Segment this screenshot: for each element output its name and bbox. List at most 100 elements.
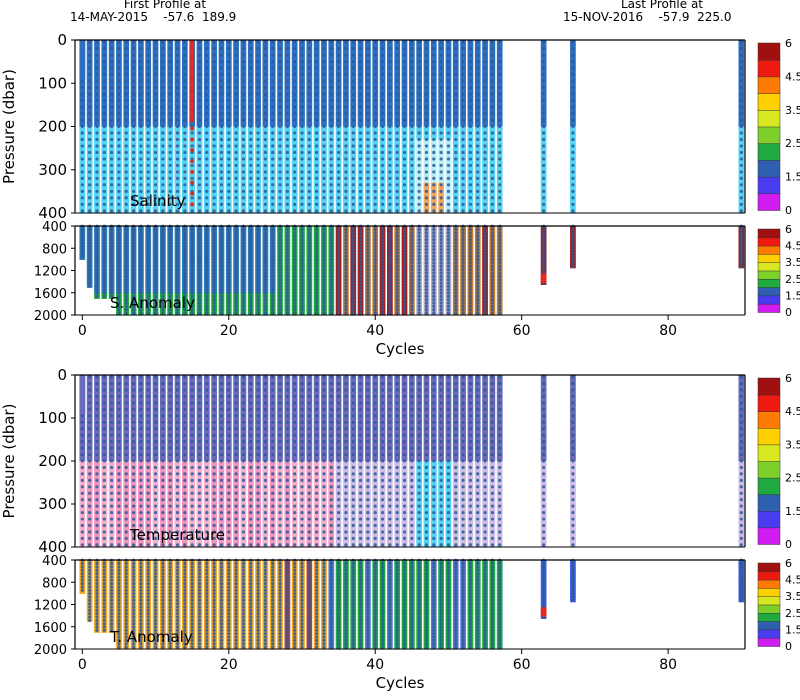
y-tick-label: 1600 [34, 287, 67, 302]
colorbar-swatch [757, 427, 781, 446]
colorbar-swatch [757, 604, 781, 614]
panel-label: T. Anomaly [109, 628, 193, 646]
colorbar-tick-label: 1.5 [785, 171, 800, 184]
colorbar-swatch [757, 562, 781, 573]
colorbar-tick-label: 4.5 [785, 240, 800, 253]
colorbar-swatch [757, 377, 781, 396]
colorbar-swatch [757, 245, 781, 255]
header: First Profile at 14-MAY-2015 -57.6 189.9… [70, 0, 731, 24]
y-tick-label: 800 [42, 576, 67, 591]
x-tick-label: 0 [78, 657, 87, 673]
colorbar-swatch [757, 253, 781, 263]
y-tick-label: 100 [38, 409, 67, 427]
colorbar-tick-label: 3.5 [785, 104, 800, 117]
profile-columns [79, 375, 745, 548]
colorbar-tick-label: 2.5 [785, 472, 800, 485]
colorbar-swatch [757, 477, 781, 495]
colorbar-swatch [757, 228, 781, 239]
colorbar-swatch [757, 410, 781, 429]
colorbar: 6 4.5 3.5 2.5 1.5 0 [757, 37, 800, 217]
colorbar-swatch [757, 493, 781, 512]
y-tick-label: 0 [57, 31, 67, 49]
colorbar-swatch [757, 42, 781, 61]
y-tick-label: 400 [38, 538, 67, 556]
x-tick-label: 20 [220, 323, 238, 339]
colorbar-tick-label: 0 [785, 204, 792, 217]
panel-s-anomaly: 400 800 1200 1600 2000 S. Anomaly 0 20 40 60 80 Cyc… [34, 220, 800, 358]
y-tick-label: 400 [42, 554, 67, 569]
x-tick-label: 60 [513, 323, 531, 339]
y-tick-label: 2000 [34, 309, 67, 324]
profile-columns [79, 40, 745, 214]
panel-label: Salinity [130, 192, 186, 210]
y-tick-label: 1600 [34, 621, 67, 636]
colorbar-tick-label: 3.5 [785, 438, 800, 451]
colorbar-swatch [757, 637, 781, 647]
y-axis-label: Pressure (dbar) [0, 69, 18, 184]
x-tick-label: 40 [366, 323, 384, 339]
y-tick-label: 400 [42, 220, 67, 235]
x-tick-label: 80 [659, 657, 677, 673]
y-tick-label: 0 [57, 366, 67, 384]
colorbar-tick-label: 4.5 [785, 574, 800, 587]
colorbar-swatch [757, 278, 781, 288]
first-profile-marker [190, 40, 195, 123]
colorbar: 6 4.5 3.5 2.5 1.5 0 [757, 223, 800, 319]
y-tick-label: 400 [38, 204, 67, 222]
panel-label: Temperature [129, 526, 225, 544]
panel-label: S. Anomaly [110, 294, 195, 312]
colorbar-tick-label: 0 [785, 538, 792, 551]
x-tick-label: 80 [659, 323, 677, 339]
colorbar: 6 4.5 3.5 2.5 1.5 0 [757, 557, 800, 653]
colorbar-swatch [757, 59, 781, 78]
colorbar-tick-label: 2.5 [785, 137, 800, 150]
colorbar-swatch [757, 237, 781, 247]
y-tick-label: 2000 [34, 643, 67, 658]
colorbar-tick-label: 6 [785, 37, 792, 50]
x-tick-label: 40 [366, 657, 384, 673]
y-tick-label: 300 [38, 495, 67, 513]
colorbar-swatch [757, 176, 781, 195]
y-tick-label: 100 [38, 74, 67, 92]
colorbar-swatch [757, 286, 781, 297]
y-tick-label: 1200 [34, 265, 67, 280]
colorbar-swatch [757, 460, 781, 479]
panel-salinity: 0 100 200 300 400 Pressure (dbar) Salinity 6 4.5… [0, 31, 800, 222]
colorbar-tick-label: 3.5 [785, 256, 800, 269]
colorbar-swatch [757, 620, 781, 631]
y-tick-label: 800 [42, 242, 67, 257]
colorbar-swatch [757, 92, 781, 111]
profile-columns [79, 558, 745, 650]
colorbar-swatch [757, 270, 781, 280]
x-tick-label: 60 [513, 657, 531, 673]
x-tick-label: 0 [78, 323, 87, 339]
colorbar-swatch [757, 303, 781, 313]
colorbar-tick-label: 0 [785, 306, 792, 319]
last-profile-line: 15-NOV-2016 -57.9 225.0 [563, 10, 731, 24]
colorbar-swatch [757, 261, 781, 272]
colorbar-swatch [757, 579, 781, 589]
colorbar-swatch [757, 612, 781, 622]
colorbar-swatch [757, 295, 781, 305]
first-profile-line: 14-MAY-2015 -57.6 189.9 [70, 10, 236, 24]
y-tick-label: 200 [38, 452, 67, 470]
colorbar-tick-label: 2.5 [785, 607, 800, 620]
colorbar-tick-label: 4.5 [785, 405, 800, 418]
x-tick-label: 20 [220, 657, 238, 673]
colorbar-swatch [757, 142, 781, 161]
colorbar-swatch [757, 159, 781, 178]
colorbar-swatch [757, 629, 781, 639]
first-profile-title: First Profile at [124, 0, 207, 11]
x-axis-label: Cycles [376, 340, 425, 358]
y-axis-label: Pressure (dbar) [0, 404, 18, 519]
colorbar-tick-label: 1.5 [785, 505, 800, 518]
colorbar-swatch [757, 126, 781, 144]
colorbar-tick-label: 3.5 [785, 590, 800, 603]
colorbar-tick-label: 4.5 [785, 70, 800, 83]
y-tick-label: 200 [38, 118, 67, 136]
colorbar-swatch [757, 595, 781, 606]
colorbar-swatch [757, 444, 781, 462]
